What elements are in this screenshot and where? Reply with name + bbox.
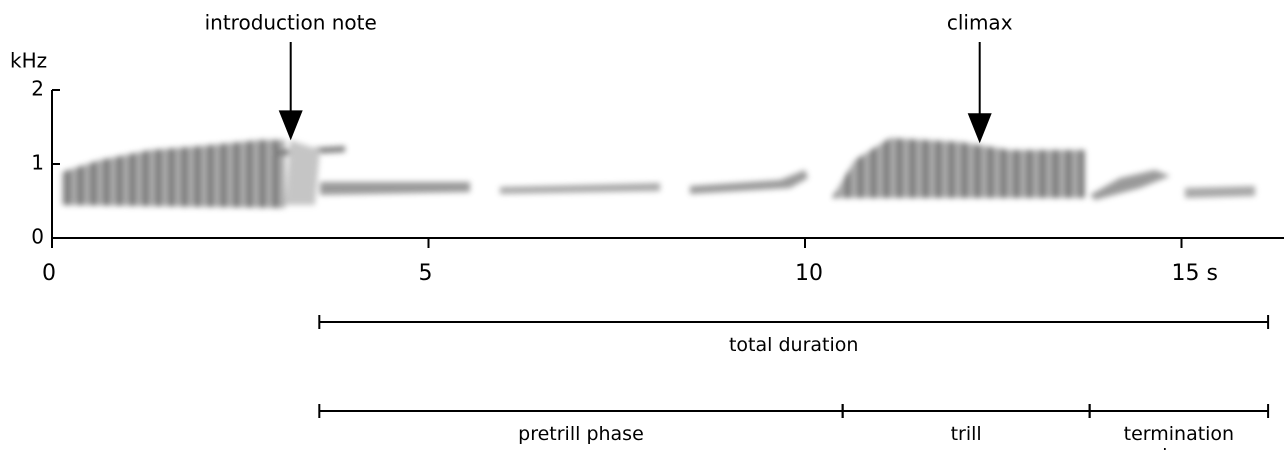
x-tick-label: 10 [795, 261, 823, 286]
span-label: termination phase [1123, 423, 1235, 450]
x-tick-label: 0 [42, 261, 56, 286]
span-label: pretrill phase [518, 423, 644, 445]
annotation-label: climax [947, 11, 1013, 35]
y-tick-label: 1 [31, 151, 44, 175]
x-tick-label: 15 s [1172, 261, 1218, 286]
span-label: trill [950, 423, 982, 445]
spectrogram [62, 138, 1255, 208]
y-tick-label: 0 [31, 225, 44, 249]
annotation-arrowhead [967, 113, 992, 144]
x-tick-label: 5 [419, 261, 433, 286]
annotation-arrowhead [278, 110, 303, 141]
span-label: total duration [728, 334, 859, 356]
y-tick-label: 2 [31, 77, 44, 101]
annotation-label: introduction note [205, 11, 377, 35]
y-axis-label: kHz [10, 49, 47, 73]
